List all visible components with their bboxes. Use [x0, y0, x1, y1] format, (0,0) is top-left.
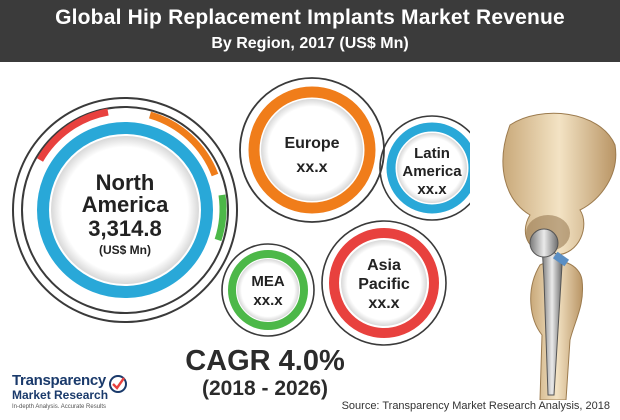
- latin-america-label-line2: America: [402, 163, 462, 180]
- asia-pacific-label-line1: Asia: [367, 257, 401, 274]
- europe-ring: [248, 86, 376, 214]
- europe-orbit: [239, 77, 385, 223]
- chart-subtitle: By Region, 2017 (US$ Mn): [211, 35, 409, 52]
- asia-pacific-label-line2: Pacific: [358, 276, 410, 293]
- europe-label: Europe: [284, 135, 339, 152]
- cagr-label: CAGR 4.0%: [185, 345, 345, 377]
- hip-implant-icon: [502, 112, 617, 400]
- north-america-value: 3,314.8: [88, 216, 161, 241]
- mea-value: xx.x: [253, 292, 283, 309]
- asia-pacific-disc: [341, 240, 427, 326]
- mea-disc: [237, 259, 299, 321]
- asia-pacific-value: xx.x: [368, 295, 399, 312]
- latin-america-ring: [386, 122, 470, 214]
- mea-orbit: [221, 243, 315, 337]
- north-america-green-arc: [214, 194, 227, 242]
- tmr-logo-icon: [109, 375, 127, 393]
- region-bubbles-chart: North America 3,314.8 (US$ Mn) Europe xx…: [12, 77, 470, 346]
- north-america-unit: (US$ Mn): [99, 243, 151, 257]
- bubble-north-america: North America 3,314.8 (US$ Mn): [12, 97, 238, 323]
- north-america-disc: [51, 136, 199, 284]
- europe-disc: [261, 99, 363, 201]
- chart-title: Global Hip Replacement Implants Market R…: [55, 6, 565, 29]
- north-america-orbit-inner: [21, 106, 229, 314]
- title-banner: Global Hip Replacement Implants Market R…: [0, 0, 620, 62]
- north-america-orbit-outer: [12, 97, 238, 323]
- latin-america-disc: [397, 133, 467, 203]
- north-america-ring: [37, 122, 213, 298]
- latin-america-value: xx.x: [417, 181, 447, 198]
- mea-label: MEA: [251, 273, 285, 290]
- bubble-asia-pacific: Asia Pacific xx.x: [321, 220, 447, 346]
- logo-name-line2: Market Research: [12, 388, 109, 402]
- north-america-red-arc: [36, 108, 109, 162]
- bubble-latin-america: Latin America xx.x: [379, 115, 470, 221]
- tmr-logo: Transparency Market Research In-depth An…: [6, 372, 166, 416]
- logo-name-line1: Transparency: [12, 372, 106, 389]
- north-america-label-line2: America: [82, 192, 170, 217]
- logo-tagline: In-depth Analysis. Accurate Results: [12, 404, 107, 410]
- asia-pacific-orbit: [321, 220, 447, 346]
- latin-america-orbit: [379, 115, 470, 221]
- asia-pacific-ring: [329, 228, 439, 338]
- bubble-mea: MEA xx.x: [221, 243, 315, 337]
- north-america-label-line1: North: [96, 170, 155, 195]
- north-america-orange-arc: [148, 111, 219, 177]
- europe-value: xx.x: [296, 159, 327, 176]
- latin-america-label-line1: Latin: [414, 145, 450, 162]
- mea-ring: [228, 250, 308, 330]
- bubble-europe: Europe xx.x: [239, 77, 385, 223]
- cagr-period: (2018 - 2026): [201, 377, 329, 400]
- source-note: Source: Transparency Market Research Ana…: [341, 400, 610, 412]
